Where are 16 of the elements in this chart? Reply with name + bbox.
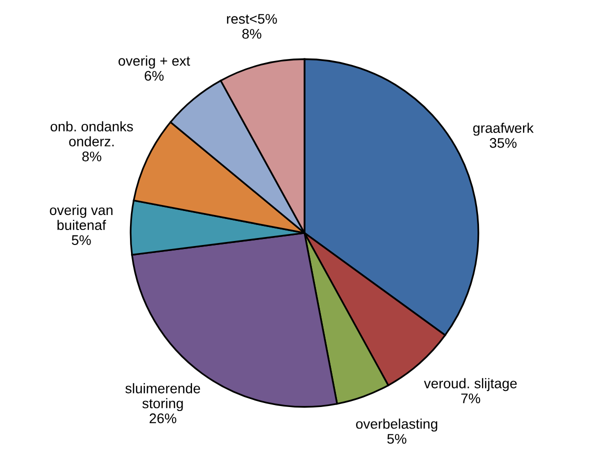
slice-label: overig + ext xyxy=(118,56,190,69)
slice-label: rest<5% xyxy=(227,14,277,24)
data-label: 8% xyxy=(82,152,102,162)
data-label: 5% xyxy=(387,434,406,444)
slice-label: overbelasting xyxy=(356,418,438,432)
data-label: 8% xyxy=(242,28,262,39)
slice-label: onb. ondanks onderz. xyxy=(50,121,133,146)
data-label: 26% xyxy=(150,413,176,424)
data-label: 6% xyxy=(144,70,164,81)
slice-label: graafwerk xyxy=(473,122,534,136)
data-label: 7% xyxy=(461,394,480,404)
slice-label: overig van buitenaf xyxy=(50,204,112,230)
slice-label: veroud. slijtage xyxy=(424,378,517,392)
data-label: 35% xyxy=(490,138,517,148)
data-label: 5% xyxy=(72,235,91,246)
slice-label: sluimerende storing xyxy=(125,383,200,412)
